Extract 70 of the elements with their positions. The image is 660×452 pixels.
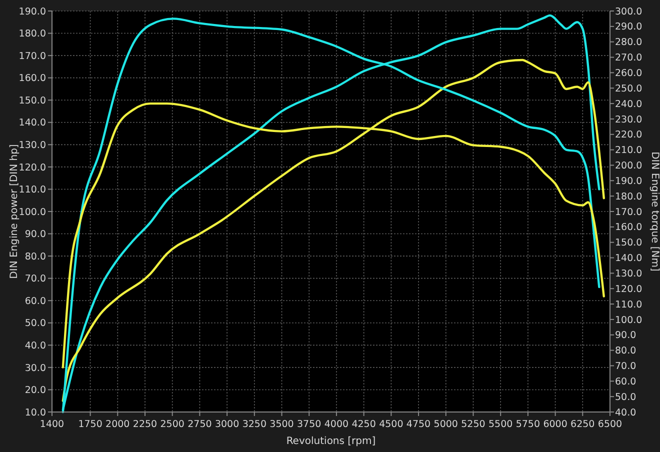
x-tick-label: 3250 [242,419,267,430]
y-tick-label: 180.0 [18,28,46,40]
y-tick-label: 90.0 [24,229,46,240]
y-axis-title: DIN Engine power [DIN hp] [9,144,20,279]
y-tick-label: 150.0 [18,95,46,106]
y2-tick-label: 120.0 [615,284,642,295]
x-tick-label: 4250 [352,419,376,430]
y2-axis-title: DIN Engine torque [Nm] [649,152,660,272]
x-tick-label: 1750 [78,419,102,430]
y2-tick-label: 200.0 [615,160,642,172]
y2-tick-label: 240.0 [615,98,642,110]
y2-tick-label: 110.0 [615,299,642,310]
y2-tick-label: 250.0 [615,83,642,94]
y-tick-label: 110.0 [18,184,46,196]
y2-tick-label: 140.0 [615,253,642,264]
x-tick-label: 4750 [406,419,431,430]
y2-tick-label: 290.0 [615,22,642,33]
x-tick-label: 1400 [40,419,64,430]
y2-tick-label: 80.0 [615,346,636,357]
y2-tick-label: 230.0 [615,114,642,126]
y2-tick-label: 60.0 [615,376,636,388]
x-tick-label: 6500 [598,419,622,430]
y2-tick-label: 150.0 [615,238,642,249]
y-tick-label: 30.0 [24,362,46,374]
y2-tick-label: 160.0 [615,222,642,234]
y-tick-label: 20.0 [24,385,46,396]
y2-tick-label: 40.0 [615,407,636,418]
y2-tick-label: 90.0 [615,330,636,342]
y2-tick-label: 180.0 [615,191,642,202]
x-tick-label: 3000 [214,419,240,430]
y-tick-label: 140.0 [18,118,46,129]
y2-tick-label: 50.0 [615,392,636,403]
y-tick-label: 80.0 [24,251,46,262]
x-tick-label: 2250 [132,419,158,430]
y2-tick-label: 270.0 [615,52,642,64]
y-tick-label: 70.0 [24,274,46,285]
x-tick-label: 4000 [324,419,349,430]
x-tick-label: 5750 [516,419,540,430]
x-tick-label: 3750 [297,419,322,430]
x-tick-label: 6250 [570,419,595,430]
y2-tick-label: 210.0 [615,145,642,156]
x-tick-label: 6000 [543,419,568,430]
x-tick-label: 5250 [461,419,486,430]
x-tick-label: 2500 [160,419,184,430]
y-tick-label: 100.0 [18,206,46,218]
y2-tick-label: 260.0 [615,68,642,80]
x-tick-label: 5000 [434,419,458,430]
x-tick-label: 3500 [270,419,294,430]
y2-tick-label: 220.0 [615,130,642,141]
y-tick-label: 10.0 [24,407,46,418]
y2-tick-label: 100.0 [615,314,642,326]
y2-tick-label: 280.0 [615,37,642,48]
x-tick-label: 2000 [106,419,130,430]
y-tick-label: 160.0 [18,73,46,84]
y-tick-label: 130.0 [18,140,46,151]
y-tick-label: 190.0 [18,6,46,18]
y2-tick-label: 170.0 [615,206,642,218]
y2-tick-label: 190.0 [615,176,642,187]
y2-tick-label: 70.0 [615,361,636,372]
x-axis-title: Revolutions [rpm] [286,436,376,447]
y-tick-label: 120.0 [18,162,46,174]
y-tick-label: 60.0 [24,296,46,307]
y-tick-label: 40.0 [24,340,46,352]
x-tick-label: 2750 [188,419,212,430]
y-tick-label: 50.0 [24,318,46,330]
y-tick-label: 170.0 [18,50,46,62]
y2-tick-label: 130.0 [615,268,642,280]
x-tick-label: 4500 [379,419,404,430]
y2-tick-label: 300.0 [615,6,642,18]
x-tick-label: 5500 [488,419,513,430]
